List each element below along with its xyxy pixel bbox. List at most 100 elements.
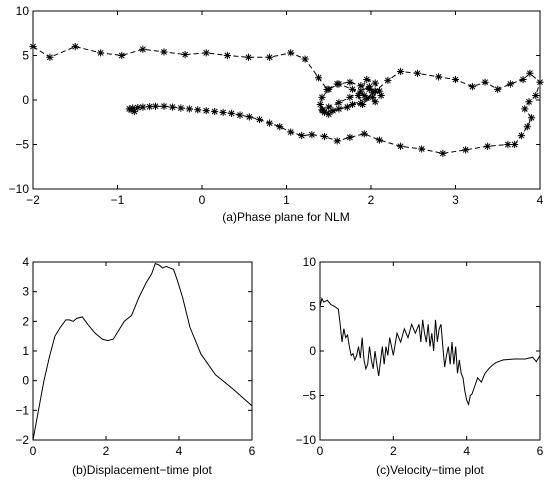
- velocity-y-tick-label: −5: [302, 389, 316, 403]
- phase-data-point: [287, 128, 295, 136]
- phase-data-point: [532, 91, 540, 100]
- phase-data-point: [97, 49, 105, 57]
- phase-data-point: [255, 115, 264, 124]
- phase-data-point: [360, 91, 368, 100]
- phase-data-point: [325, 85, 333, 93]
- phase-data-point: [325, 103, 333, 111]
- phase-data-point: [526, 69, 534, 77]
- phase-data-point: [369, 89, 377, 97]
- phase-data-point: [223, 51, 231, 60]
- phase-series-line: [32, 46, 541, 154]
- phase-data-point: [365, 83, 373, 91]
- phase-data-point: [521, 105, 529, 113]
- phase-data-point: [504, 140, 512, 149]
- displacement-y-tick-label: 0: [22, 374, 29, 388]
- phase-data-point: [371, 87, 379, 95]
- phase-data-point: [523, 123, 531, 131]
- phase-y-tick-label: −10: [9, 182, 30, 196]
- velocity-caption: (c)Velocity−time plot: [376, 463, 484, 477]
- phase-data-point: [343, 103, 351, 111]
- phase-data-point: [318, 106, 326, 114]
- phase-data-point: [369, 93, 377, 101]
- phase-data-point: [146, 103, 154, 111]
- phase-data-point: [151, 102, 160, 110]
- phase-data-point: [348, 85, 357, 93]
- phase-data-point: [484, 142, 492, 150]
- velocity-x-tick-label: 2: [390, 444, 397, 458]
- phase-data-point: [71, 43, 79, 51]
- phase-x-tick-label: 4: [537, 193, 544, 207]
- phase-data-point: [435, 73, 443, 81]
- phase-data-point: [358, 100, 367, 109]
- phase-data-point: [329, 107, 337, 115]
- phase-data-point: [494, 85, 502, 93]
- phase-data-point: [202, 107, 210, 115]
- velocity-time-panel: 0 2 4 6 −10 −5 0 5 10 (c)Velocity−time plot: [296, 255, 544, 477]
- phase-data-point: [375, 87, 384, 95]
- phase-data-point: [130, 107, 138, 116]
- phase-plane-data: [29, 43, 544, 157]
- phase-data-point: [333, 137, 341, 145]
- velocity-axes-frame: [319, 261, 541, 441]
- phase-data-point: [177, 104, 185, 112]
- phase-plane-axes-frame: [32, 10, 541, 190]
- phase-data-point: [335, 80, 343, 88]
- phase-data-point: [375, 136, 384, 144]
- phase-data-point: [160, 102, 168, 110]
- phase-data-point: [384, 76, 392, 85]
- phase-data-point: [511, 140, 519, 149]
- phase-data-point: [396, 142, 405, 150]
- phase-data-point: [462, 146, 470, 154]
- displacement-y-tick-label: 1: [22, 344, 29, 358]
- phase-data-point: [481, 78, 489, 86]
- phase-data-point: [413, 69, 422, 77]
- displacement-y-tick-label: 3: [22, 285, 29, 299]
- phase-data-point: [134, 103, 142, 112]
- velocity-y-tick-label: 10: [303, 255, 317, 269]
- phase-data-point: [527, 114, 536, 122]
- velocity-data: [319, 297, 541, 407]
- phase-data-point: [357, 87, 365, 95]
- velocity-x-tick-label: 6: [537, 444, 544, 458]
- displacement-axes-frame: [32, 261, 253, 441]
- displacement-y-tick-label: 2: [22, 314, 29, 328]
- phase-data-point: [517, 132, 526, 140]
- phase-data-point: [315, 74, 323, 82]
- phase-data-point: [360, 130, 368, 138]
- displacement-data: [32, 262, 253, 441]
- phase-data-point: [451, 75, 460, 84]
- displacement-y-tick-label: 4: [22, 255, 29, 269]
- phase-data-point: [236, 111, 244, 119]
- phase-data-point: [371, 79, 379, 87]
- displacement-ticks: 0 2 4 6 −2 −1 0 1 2 3 4: [15, 255, 255, 458]
- velocity-y-tick-label: −10: [296, 433, 317, 447]
- phase-data-point: [418, 145, 426, 153]
- displacement-x-tick-label: 6: [249, 444, 256, 458]
- displacement-y-tick-label: −1: [15, 403, 29, 417]
- phase-data-point: [396, 67, 405, 76]
- phase-data-point: [266, 119, 274, 127]
- phase-plane-caption: (a)Phase plane for NLM: [222, 210, 349, 224]
- phase-data-point: [519, 75, 527, 84]
- displacement-x-tick-label: 0: [30, 444, 37, 458]
- phase-data-point: [168, 103, 177, 111]
- phase-data-point: [227, 109, 236, 117]
- phase-data-point: [346, 78, 354, 86]
- phase-y-tick-label: 0: [22, 93, 29, 107]
- phase-data-point: [348, 100, 357, 109]
- phase-data-point: [468, 83, 476, 91]
- phase-x-tick-label: 1: [283, 193, 290, 207]
- phase-data-point: [276, 123, 284, 131]
- displacement-x-tick-label: 4: [176, 444, 183, 458]
- phase-data-point: [181, 51, 189, 59]
- phase-data-point: [118, 51, 126, 60]
- phase-x-tick-label: −1: [111, 193, 125, 207]
- phase-data-point: [160, 48, 168, 56]
- velocity-x-tick-label: 4: [463, 444, 470, 458]
- displacement-caption: (b)Displacement−time plot: [72, 463, 212, 477]
- phase-data-point: [211, 107, 219, 116]
- phase-data-point: [506, 80, 515, 88]
- phase-data-point: [335, 99, 343, 107]
- displacement-x-tick-label: 2: [103, 444, 110, 458]
